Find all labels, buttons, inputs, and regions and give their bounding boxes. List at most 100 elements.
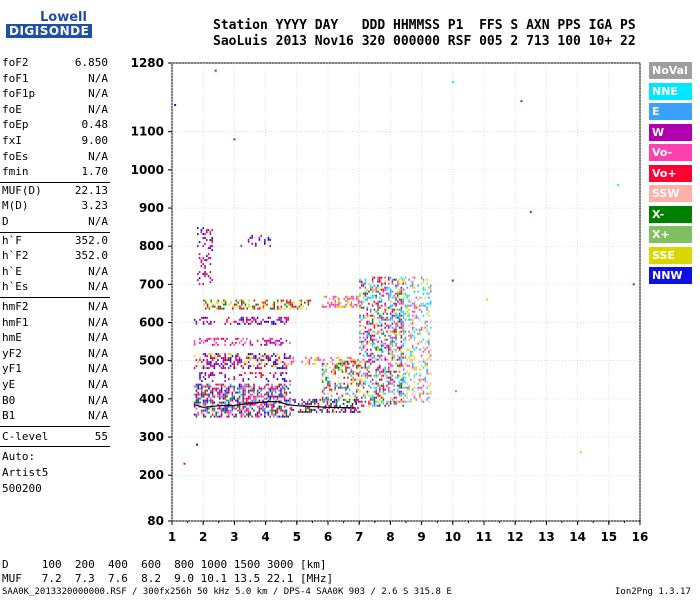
echo-point (207, 257, 210, 260)
echo-point (380, 282, 383, 285)
param-name: h`F (2, 233, 22, 247)
echo-point (219, 397, 221, 400)
echo-point (289, 383, 291, 386)
echo-point (233, 320, 235, 323)
echo-point (382, 290, 385, 293)
echo-point (419, 374, 421, 377)
echo-point (402, 400, 405, 403)
echo-point (380, 374, 383, 377)
echo-point (386, 306, 388, 309)
echo-point (366, 390, 368, 393)
echo-point (217, 355, 219, 358)
echo-point (233, 385, 235, 388)
echo-point (206, 305, 209, 308)
echo-point (326, 408, 329, 411)
echo-point (271, 393, 273, 396)
echo-point (395, 342, 397, 345)
echo-point (380, 294, 383, 297)
echo-point (210, 385, 212, 388)
echo-point (226, 415, 228, 418)
echo-point (426, 292, 428, 295)
echo-point (357, 398, 359, 401)
echo-point (265, 411, 268, 414)
echo-point (359, 360, 361, 363)
echo-point (389, 352, 392, 355)
echo-point (400, 344, 403, 347)
echo-point (206, 409, 208, 412)
echo-point (264, 413, 266, 416)
echo-point (354, 362, 356, 365)
echo-point (395, 314, 397, 317)
echo-point (377, 346, 379, 349)
echo-point (289, 413, 291, 416)
echo-point (255, 355, 257, 358)
echo-point (247, 367, 250, 370)
echo-point (428, 340, 430, 343)
echo-point (211, 239, 213, 242)
echo-point (400, 394, 403, 397)
echo-point (308, 406, 311, 409)
echo-point (237, 405, 239, 408)
echo-point (398, 362, 401, 365)
echo-point (422, 384, 425, 387)
echo-point (222, 383, 225, 386)
echo-point (377, 290, 379, 293)
echo-point (226, 393, 228, 396)
echo-point (209, 277, 212, 280)
echo-point (208, 322, 210, 325)
echo-point (289, 341, 291, 344)
echo-point (199, 387, 201, 390)
echo-point (246, 399, 248, 402)
echo-point (285, 316, 288, 319)
echo-point (413, 316, 416, 319)
echo-point (195, 407, 198, 410)
echo-point (247, 409, 250, 412)
echo-point (244, 391, 246, 394)
echo-point (426, 372, 428, 375)
param-row: yF1 N/A (2, 362, 108, 378)
echo-point (249, 413, 252, 416)
echo-point (274, 411, 277, 414)
echo-point (362, 292, 365, 295)
echo-point (239, 299, 241, 302)
echo-point (222, 367, 225, 370)
echo-point (223, 303, 225, 306)
echo-point (380, 376, 383, 379)
echo-point (413, 366, 416, 369)
echo-point (249, 397, 252, 400)
echo-point (359, 364, 361, 367)
echo-point (247, 407, 250, 410)
echo-point (199, 372, 201, 375)
echo-point (384, 288, 386, 291)
echo-point (368, 302, 370, 305)
echo-point (232, 305, 234, 308)
echo-point (226, 403, 228, 406)
echo-point (231, 391, 234, 394)
echo-point (380, 384, 383, 387)
echo-point (410, 378, 412, 381)
echo-point (324, 404, 327, 407)
echo-point (368, 364, 370, 367)
echo-point (332, 400, 334, 403)
echo-point (274, 399, 277, 402)
echo-point (264, 393, 266, 396)
param-name: B1 (2, 409, 16, 423)
echo-point (210, 320, 212, 323)
echo-point (217, 403, 219, 406)
echo-point (359, 336, 361, 339)
echo-point (395, 296, 397, 299)
echo-point (419, 392, 421, 395)
echo-point (393, 302, 395, 305)
echo-point (202, 393, 205, 396)
echo-point (238, 409, 241, 412)
echo-point (428, 344, 430, 347)
echo-point (373, 308, 376, 311)
echo-point (198, 257, 201, 260)
echo-point (402, 324, 404, 327)
echo-point (273, 363, 275, 366)
echo-point (325, 305, 327, 308)
echo-point (208, 411, 210, 414)
y-tick-label: 200 (139, 468, 164, 482)
echo-point (373, 284, 376, 287)
echo-point (377, 332, 379, 335)
